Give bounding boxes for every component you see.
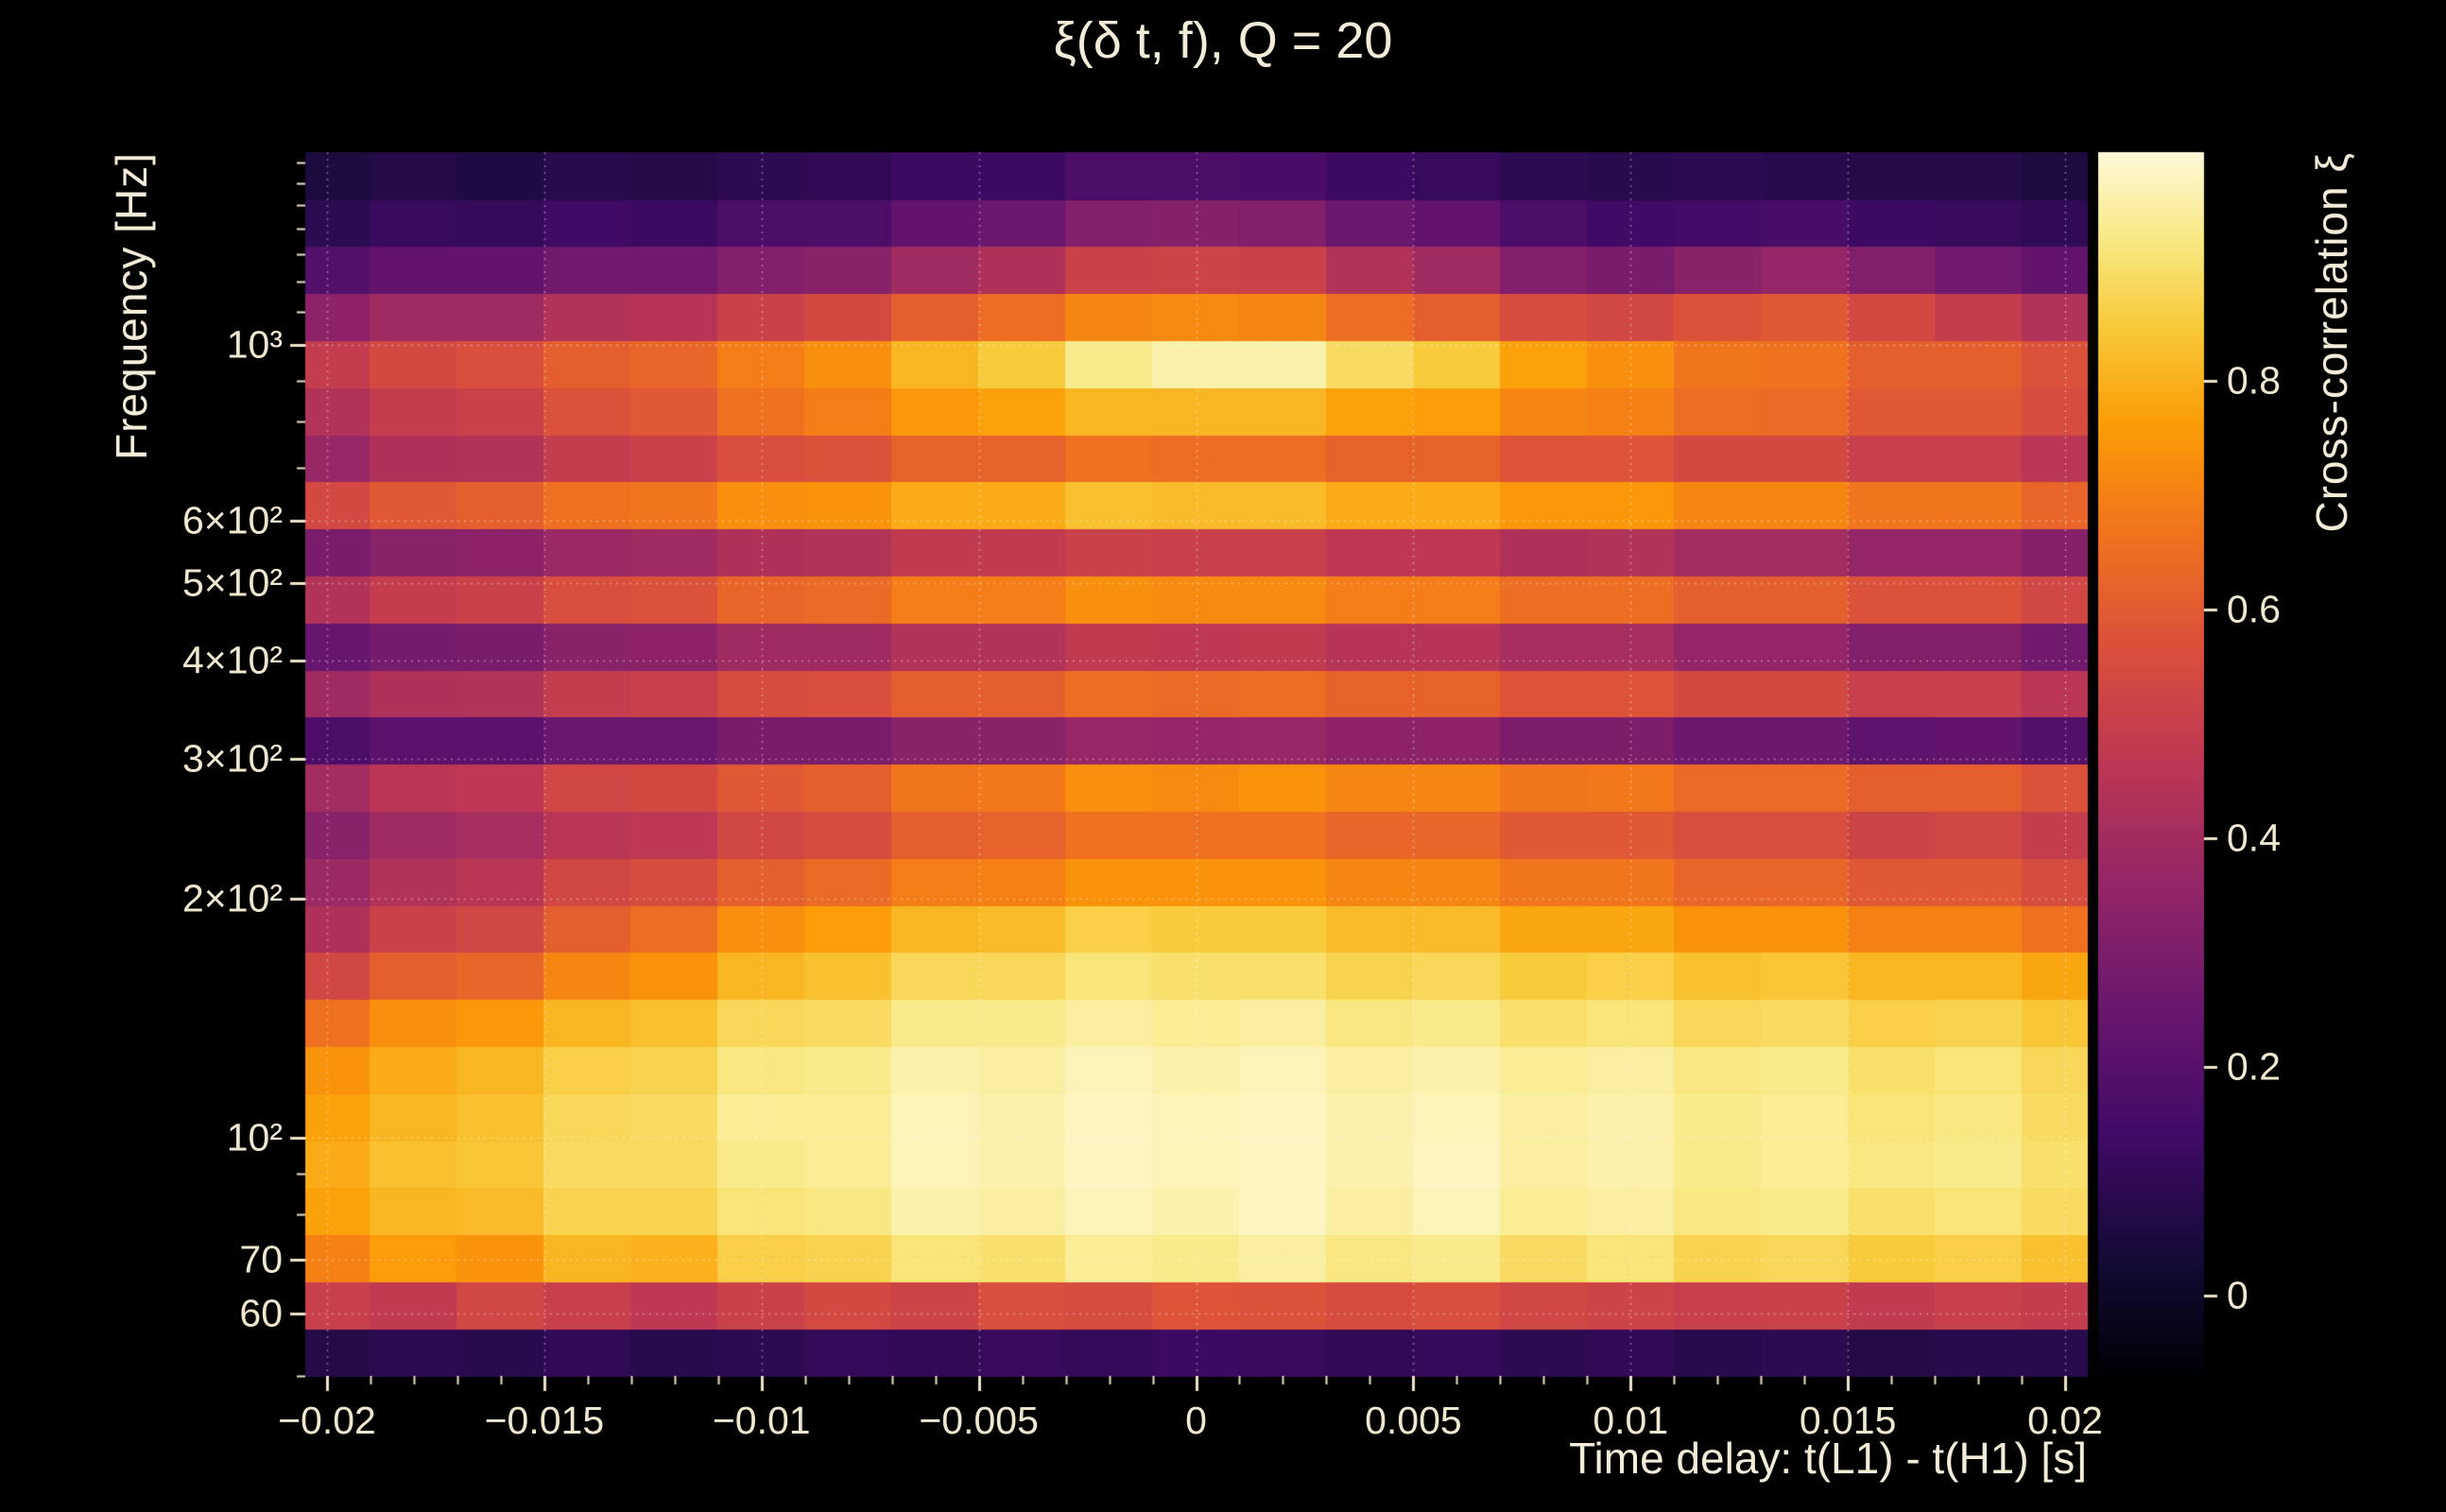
- x-tick-label: −0.005: [919, 1399, 1039, 1442]
- colorbar-tick-label: 0.2: [2227, 1044, 2281, 1089]
- x-tick-label: −0.01: [712, 1399, 811, 1442]
- x-tick-label: 0.01: [1593, 1399, 1669, 1442]
- x-tick-label: 0.005: [1365, 1399, 1462, 1442]
- x-tick-label: 0: [1185, 1399, 1207, 1442]
- colorbar-tick-label: 0.8: [2227, 358, 2281, 403]
- x-tick-label: 0.02: [2027, 1399, 2103, 1442]
- y-tick-label: 3×10²: [181, 736, 283, 781]
- y-tick-label: 10²: [226, 1115, 283, 1160]
- y-axis-label: Frequency [Hz]: [107, 152, 156, 460]
- colorbar-tick-label: 0.4: [2227, 816, 2281, 860]
- y-tick-label: 70: [239, 1237, 283, 1281]
- y-tick-label: 10³: [226, 322, 283, 367]
- y-tick-label: 2×10²: [181, 876, 283, 920]
- x-tick-label: −0.015: [484, 1399, 605, 1442]
- y-tick-label: 5×10²: [181, 560, 283, 605]
- x-tick-label: −0.02: [278, 1399, 376, 1442]
- x-axis-label: Time delay: t(L1) - t(H1) [s]: [1569, 1434, 2087, 1483]
- y-tick-label: 6×10²: [181, 498, 283, 542]
- colorbar-tick-label: 0: [2227, 1273, 2248, 1317]
- chart-title: ξ(δ t, f), Q = 20: [1053, 12, 1393, 69]
- colorbar-tick-label: 0.6: [2227, 587, 2281, 631]
- y-tick-label: 4×10²: [181, 638, 283, 682]
- x-tick-label: 0.015: [1799, 1399, 1897, 1442]
- y-tick-label: 60: [239, 1291, 283, 1335]
- colorbar-label: Cross-correlation ξ: [2307, 152, 2356, 533]
